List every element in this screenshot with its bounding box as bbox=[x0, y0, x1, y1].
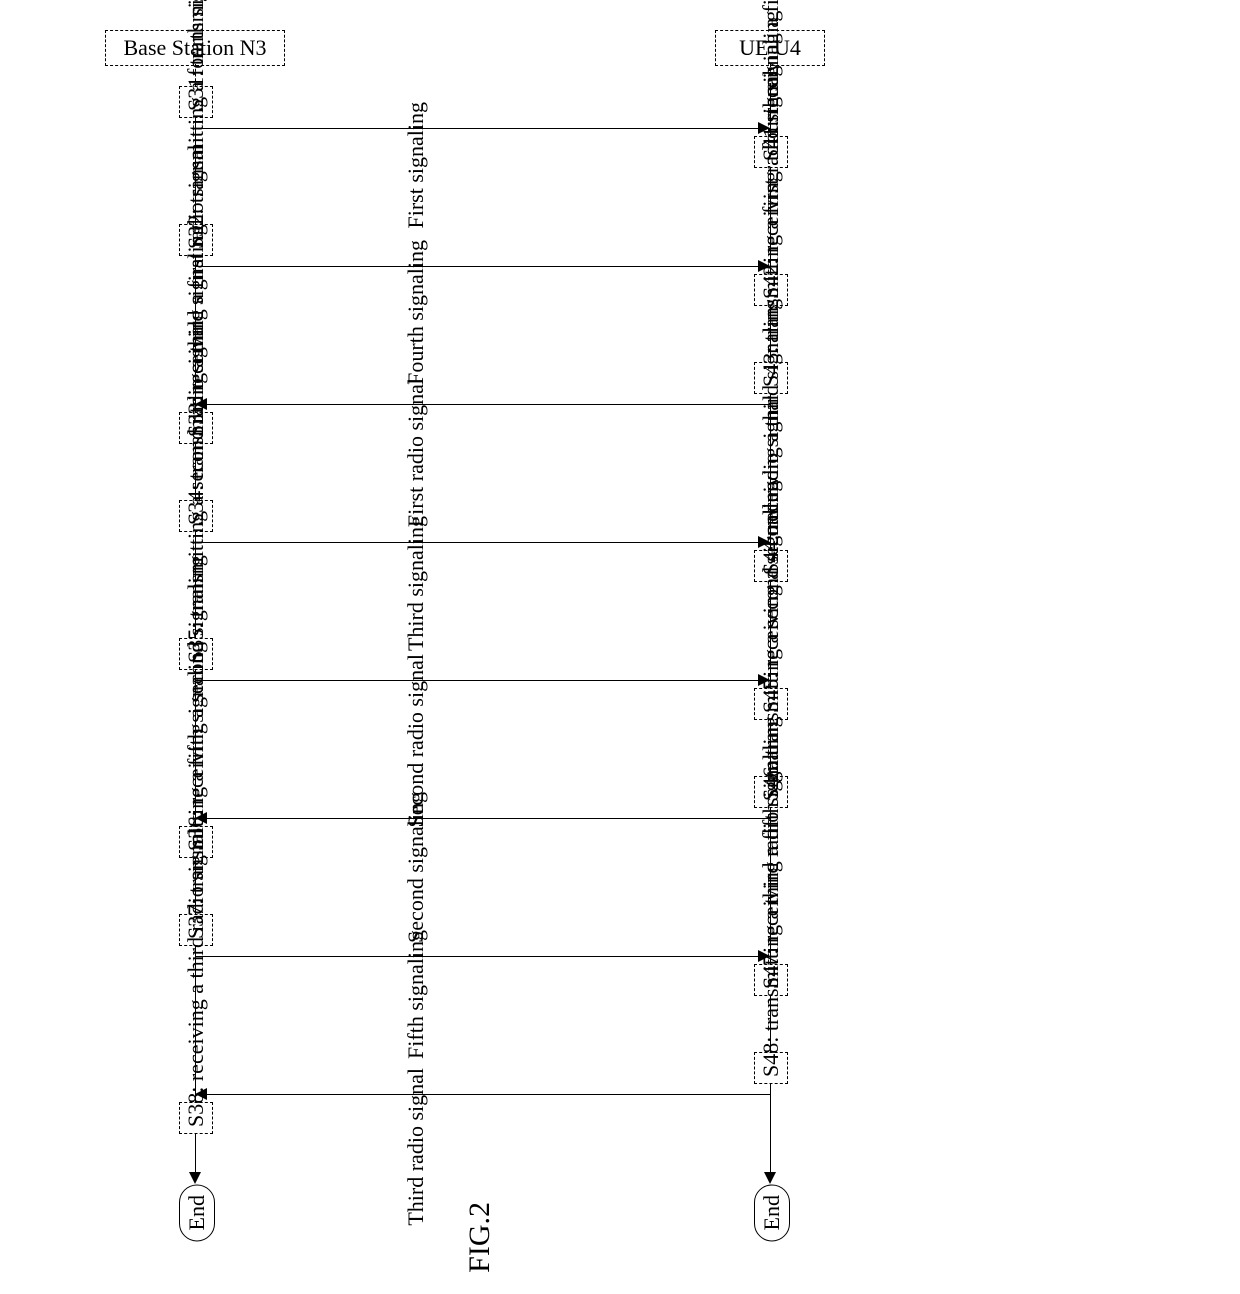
arrowhead-icon bbox=[758, 674, 770, 686]
bs-step-S38: S38: receiving a third radio signal bbox=[179, 1102, 213, 1134]
message-label: First signaling bbox=[403, 102, 429, 229]
figure-label: FIG.2 bbox=[463, 1202, 497, 1273]
message-arrow bbox=[195, 956, 770, 957]
arrowhead-icon bbox=[195, 1088, 207, 1100]
arrowhead-icon bbox=[758, 260, 770, 272]
message-arrow bbox=[195, 404, 770, 405]
arrowhead-icon bbox=[758, 950, 770, 962]
arrowhead-icon bbox=[195, 398, 207, 410]
lifeline bbox=[770, 582, 771, 688]
arrowhead-icon bbox=[764, 1172, 776, 1184]
message-label: Third radio signal bbox=[403, 1068, 429, 1226]
message-label: Fourth signaling bbox=[403, 240, 429, 385]
lifeline bbox=[195, 444, 196, 500]
lifeline bbox=[770, 808, 771, 964]
lifeline bbox=[195, 532, 196, 638]
message-arrow bbox=[195, 680, 770, 681]
lifeline bbox=[770, 720, 771, 776]
arrowhead-icon bbox=[189, 1172, 201, 1184]
message-arrow bbox=[195, 818, 770, 819]
message-arrow bbox=[195, 542, 770, 543]
lifeline bbox=[770, 168, 771, 274]
message-arrow bbox=[195, 266, 770, 267]
lifeline bbox=[195, 858, 196, 914]
lifeline bbox=[770, 86, 771, 136]
lifeline bbox=[195, 256, 196, 412]
lifeline bbox=[195, 946, 196, 1102]
lifeline bbox=[770, 1084, 771, 1172]
message-arrow bbox=[195, 1094, 770, 1095]
lifeline bbox=[770, 306, 771, 362]
arrowhead-icon bbox=[758, 122, 770, 134]
end-terminator-bs: End bbox=[179, 1184, 215, 1241]
lifeline bbox=[195, 1134, 196, 1172]
message-label: Third signaling bbox=[403, 516, 429, 651]
arrowhead-icon bbox=[195, 812, 207, 824]
lifeline bbox=[195, 118, 196, 224]
ue-step-S48: S48: transmitting a third radio signal bbox=[754, 1052, 788, 1084]
message-label: Second signaling bbox=[403, 792, 429, 943]
message-arrow bbox=[195, 128, 770, 129]
message-label: First radio signal bbox=[403, 378, 429, 527]
lifeline bbox=[770, 394, 771, 550]
end-terminator-ue: End bbox=[754, 1184, 790, 1241]
lifeline bbox=[770, 996, 771, 1052]
arrowhead-icon bbox=[758, 536, 770, 548]
message-label: Fifth signaling bbox=[403, 930, 429, 1059]
sequence-diagram: Base Station N3UE U4S31: transmitting a … bbox=[0, 0, 1240, 1294]
lifeline bbox=[195, 670, 196, 826]
